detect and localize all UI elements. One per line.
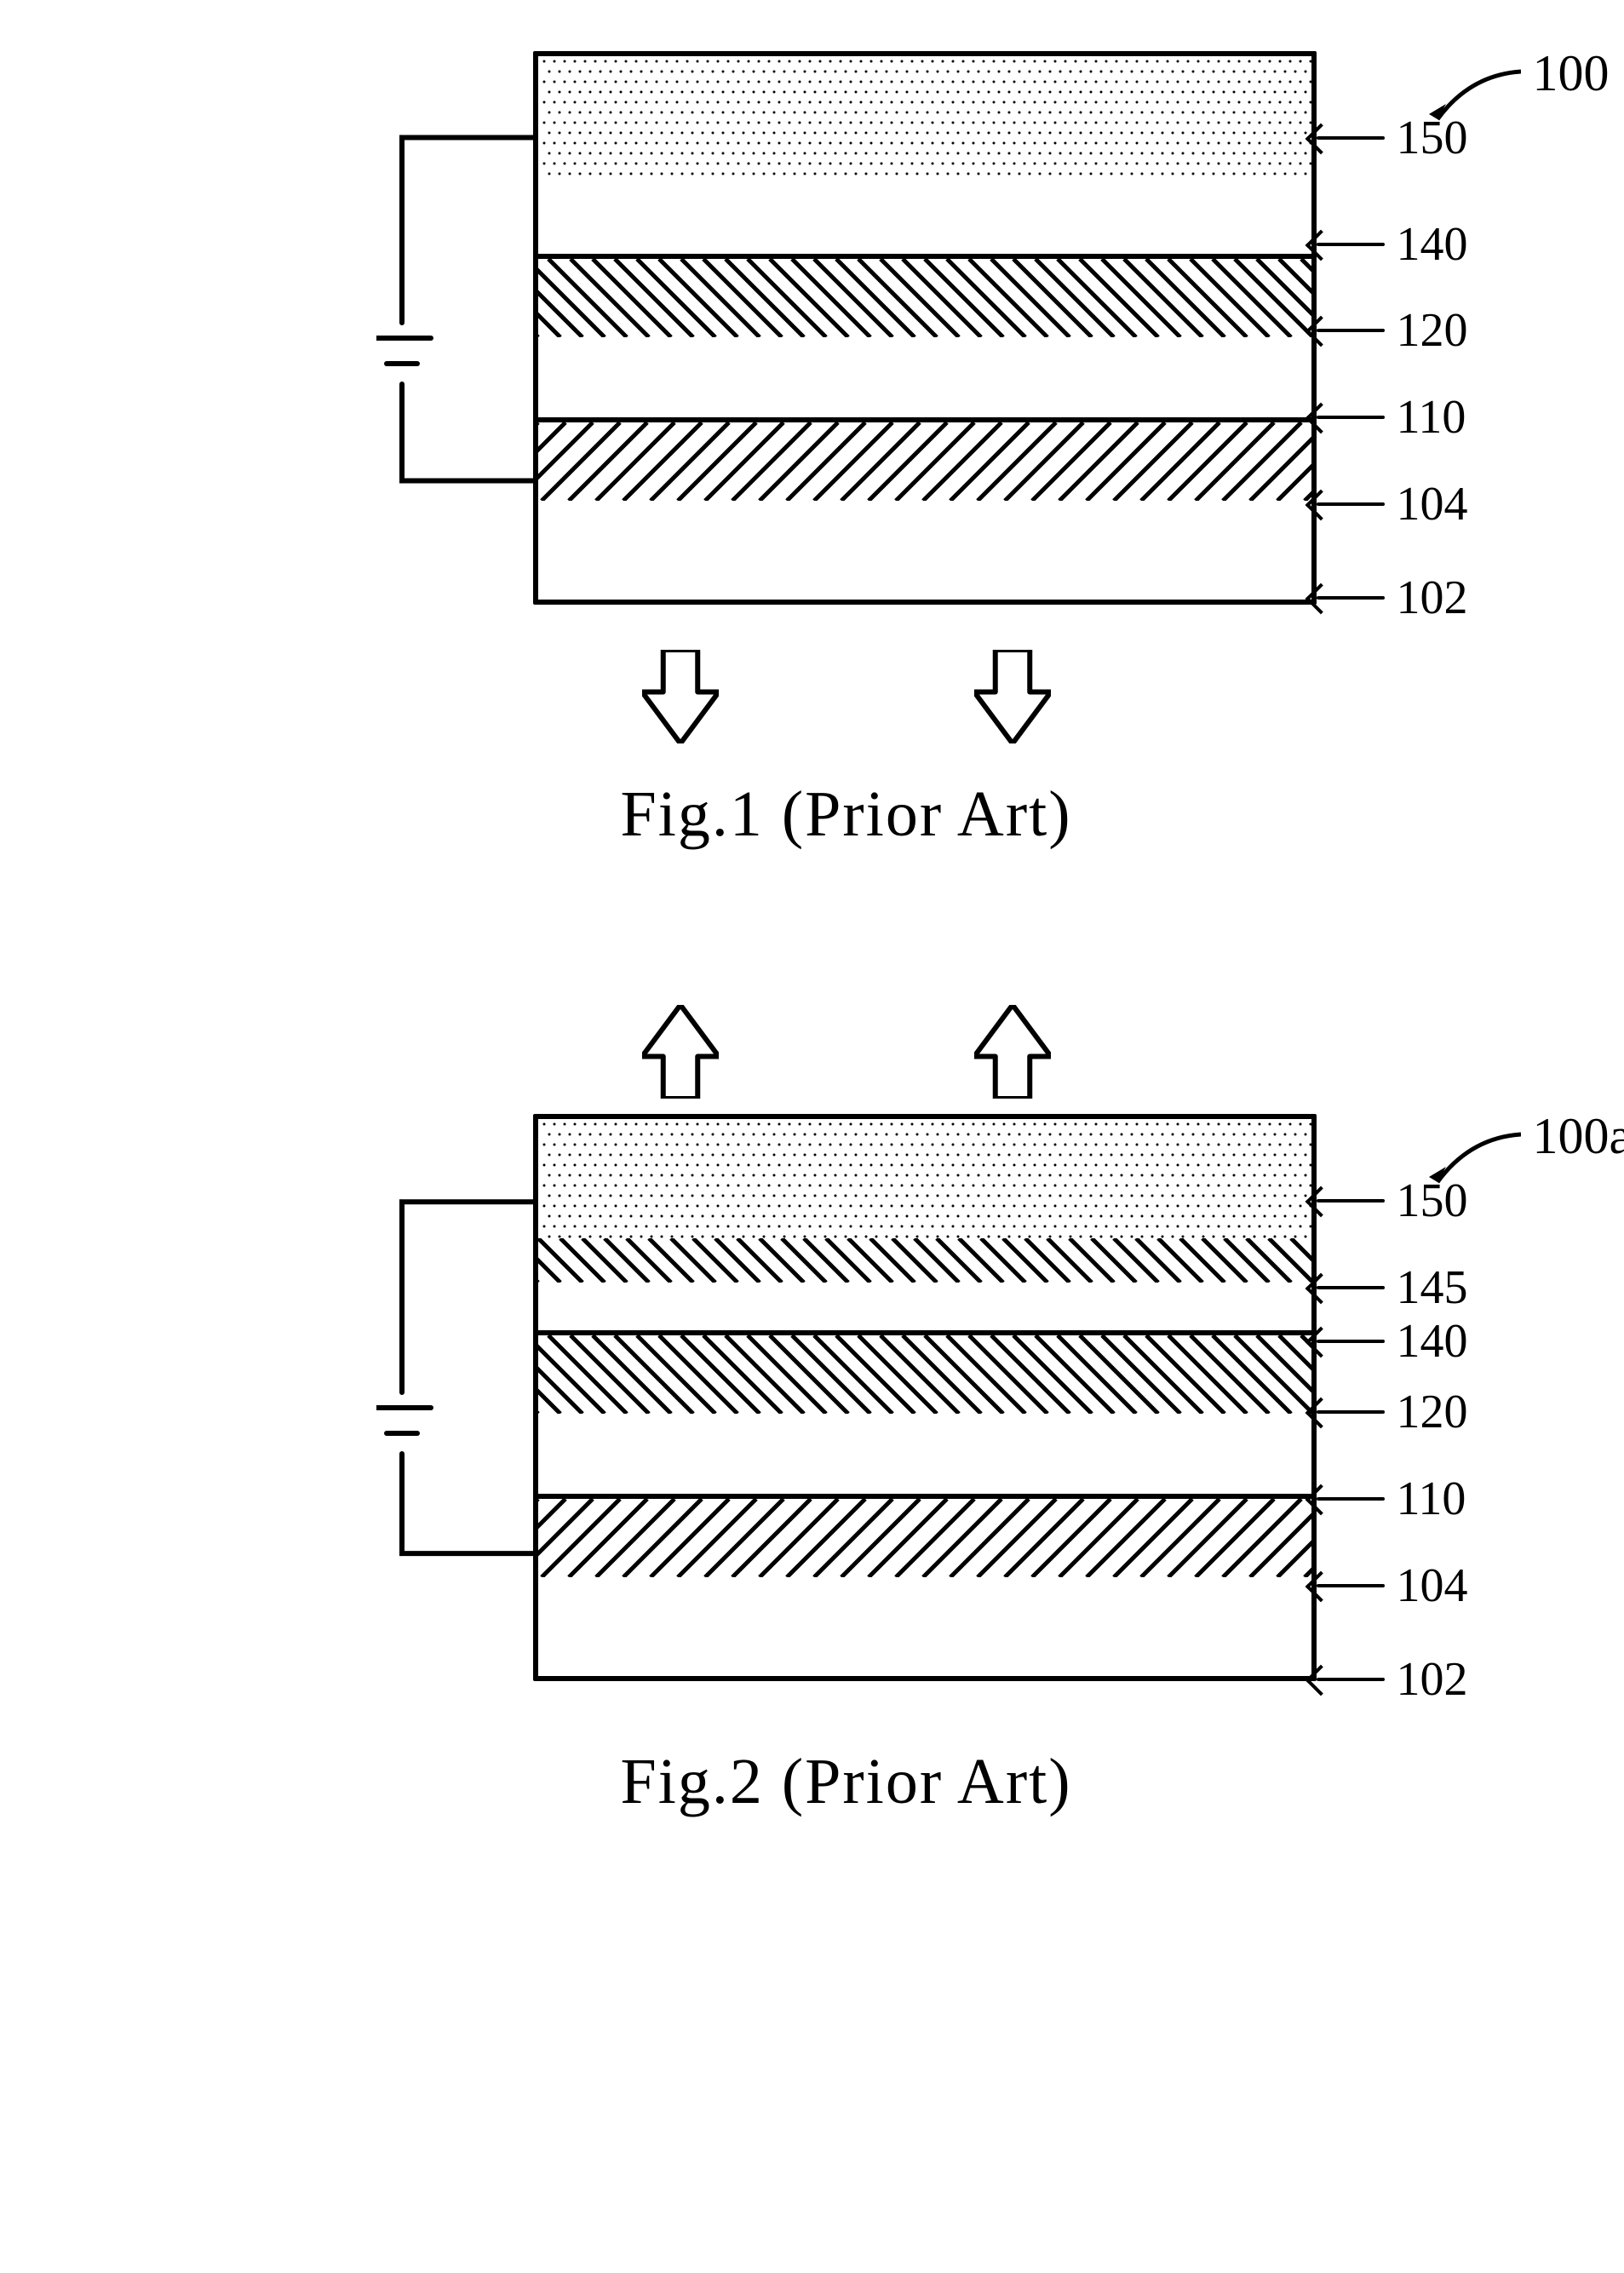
outline-arrow-icon [974, 1005, 1051, 1099]
layer-label-104: 104 [1397, 477, 1468, 531]
layer-label-104: 104 [1397, 1558, 1468, 1613]
layer-stack: 150 140 120 110 104 102 100 [533, 51, 1317, 605]
emission-arrows [208, 650, 1485, 743]
leader-line-icon [1317, 1497, 1385, 1501]
outline-arrow-icon [642, 1005, 719, 1099]
leader-line-icon [1317, 329, 1385, 332]
circuit-icon [376, 1139, 538, 1707]
layer-104 [538, 422, 1311, 501]
layer-label-120: 120 [1397, 1385, 1468, 1439]
layer-label-110: 110 [1397, 390, 1466, 445]
device-label-group: 100 [1521, 44, 1610, 103]
fig1-figure: 150 140 120 110 104 102 100 [208, 51, 1485, 852]
layer-104 [538, 1499, 1311, 1577]
layer-110 [538, 1414, 1311, 1499]
layer-140 [538, 1283, 1311, 1335]
layer-label-120: 120 [1397, 303, 1468, 358]
figure-caption: Fig.2 (Prior Art) [208, 1745, 1485, 1819]
leader-line-icon [1317, 1286, 1385, 1289]
layer-label-102: 102 [1397, 1652, 1468, 1707]
layer-110 [538, 337, 1311, 422]
device-label: 100a [1533, 1107, 1624, 1166]
layer-label-102: 102 [1397, 571, 1468, 625]
figure-caption: Fig.1 (Prior Art) [208, 778, 1485, 852]
leader-line-icon [1317, 1410, 1385, 1414]
leader-line-icon [1317, 1678, 1385, 1681]
layer-label-140: 140 [1397, 1314, 1468, 1369]
outline-arrow-icon [974, 650, 1051, 743]
device-arrow-icon [1427, 66, 1521, 135]
leader-line-icon [1317, 243, 1385, 246]
leader-line-icon [1317, 502, 1385, 506]
circuit-icon [376, 77, 538, 630]
fig2-figure: 150 145 140 120 110 104 102 100a [208, 1005, 1485, 1819]
layer-140 [538, 175, 1311, 259]
layer-120 [538, 1335, 1311, 1414]
layer-label-145: 145 [1397, 1260, 1468, 1315]
leader-line-icon [1317, 1584, 1385, 1587]
power-circuit [376, 77, 538, 634]
device-label: 100 [1533, 44, 1610, 103]
device-label-group: 100a [1521, 1107, 1624, 1166]
layer-stack: 150 145 140 120 110 104 102 100a [533, 1114, 1317, 1681]
leader-line-icon [1317, 1340, 1385, 1343]
power-circuit [376, 1139, 538, 1711]
emission-arrows [208, 1005, 1485, 1099]
leader-line-icon [1317, 416, 1385, 419]
leader-line-icon [1317, 1199, 1385, 1203]
layer-label-110: 110 [1397, 1472, 1466, 1526]
layer-145 [538, 1238, 1311, 1283]
outline-arrow-icon [642, 650, 719, 743]
layer-102 [538, 1577, 1311, 1676]
leader-line-icon [1317, 136, 1385, 140]
layer-120 [538, 259, 1311, 337]
layer-102 [538, 501, 1311, 600]
device-arrow-icon [1427, 1129, 1521, 1197]
layer-150 [538, 1119, 1311, 1238]
layer-label-140: 140 [1397, 217, 1468, 272]
layer-150 [538, 56, 1311, 175]
leader-line-icon [1317, 596, 1385, 600]
